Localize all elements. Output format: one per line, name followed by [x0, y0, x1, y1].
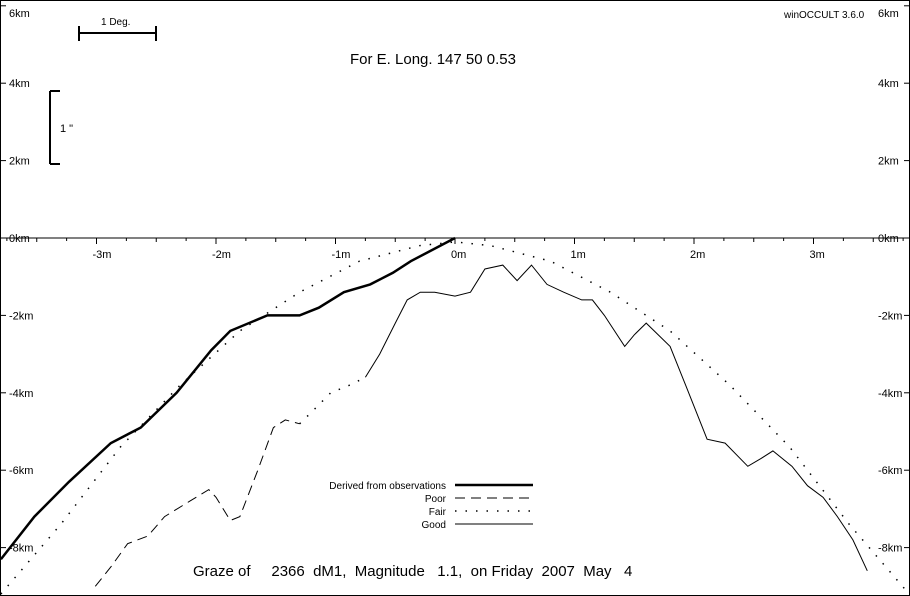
x-tick-label: 3m	[810, 249, 825, 261]
y-tick-label-left: 6km	[9, 8, 30, 20]
y-tick-label-right: 6km	[878, 8, 899, 20]
y-tick-label-left: -2km	[9, 310, 33, 322]
chart-title: For E. Long. 147 50 0.53	[350, 51, 516, 68]
y-tick-label-left: 2km	[9, 156, 30, 168]
y-tick-label-right: -6km	[878, 465, 902, 477]
x-tick-label: -2m	[212, 249, 231, 261]
series-line-thin-4	[364, 264, 868, 572]
series-line-dash-2	[94, 419, 300, 587]
y-tick-label-left: 0km	[9, 233, 30, 245]
y-tick-label-right: 4km	[878, 78, 899, 90]
y-tick-label-left: -6km	[9, 465, 33, 477]
y-tick-label-left: -8km	[9, 543, 33, 555]
arcsec-scale-label: 1 "	[60, 123, 73, 135]
x-tick-label: -1m	[332, 249, 351, 261]
y-tick-label-left: -4km	[9, 388, 33, 400]
y-tick-label-right: -8km	[878, 543, 902, 555]
x-tick-label: 2m	[690, 249, 705, 261]
app-version-label: winOCCULT 3.6.0	[783, 10, 865, 21]
series-line-dot-3	[299, 376, 366, 425]
degree-scale-bar: 1 Deg.	[78, 17, 157, 41]
series-line-dot-1	[0, 241, 910, 595]
y-tick-label-right: -2km	[878, 310, 902, 322]
degree-scale-label: 1 Deg.	[101, 17, 130, 28]
x-tick-label: 0m	[451, 249, 466, 261]
y-tick-label-right: -4km	[878, 388, 902, 400]
y-tick-label-right: 0km	[878, 233, 899, 245]
chart-axes: -3m -2m -1m 0m 1m 2m 3m 6km 6km 4km 4km 2km 2km 0km 0k…	[0, 5, 910, 555]
legend-label: Good	[422, 520, 446, 531]
x-tick-label: 1m	[571, 249, 586, 261]
legend-label: Derived from observations	[329, 481, 446, 492]
chart-legend: Derived from observations Poor Fair Good	[329, 481, 533, 531]
series-line-thick-0	[0, 236, 456, 560]
y-tick-label-left: 4km	[9, 78, 30, 90]
legend-label: Fair	[429, 507, 447, 518]
y-tick-label-right: 2km	[878, 156, 899, 168]
legend-label: Poor	[425, 494, 447, 505]
chart-series	[0, 236, 910, 595]
arcsec-scale-bar: 1 "	[49, 90, 73, 165]
graze-description: Graze of 2366 dM1, Magnitude 1.1, on Fri…	[193, 563, 632, 580]
x-tick-label: -3m	[93, 249, 112, 261]
